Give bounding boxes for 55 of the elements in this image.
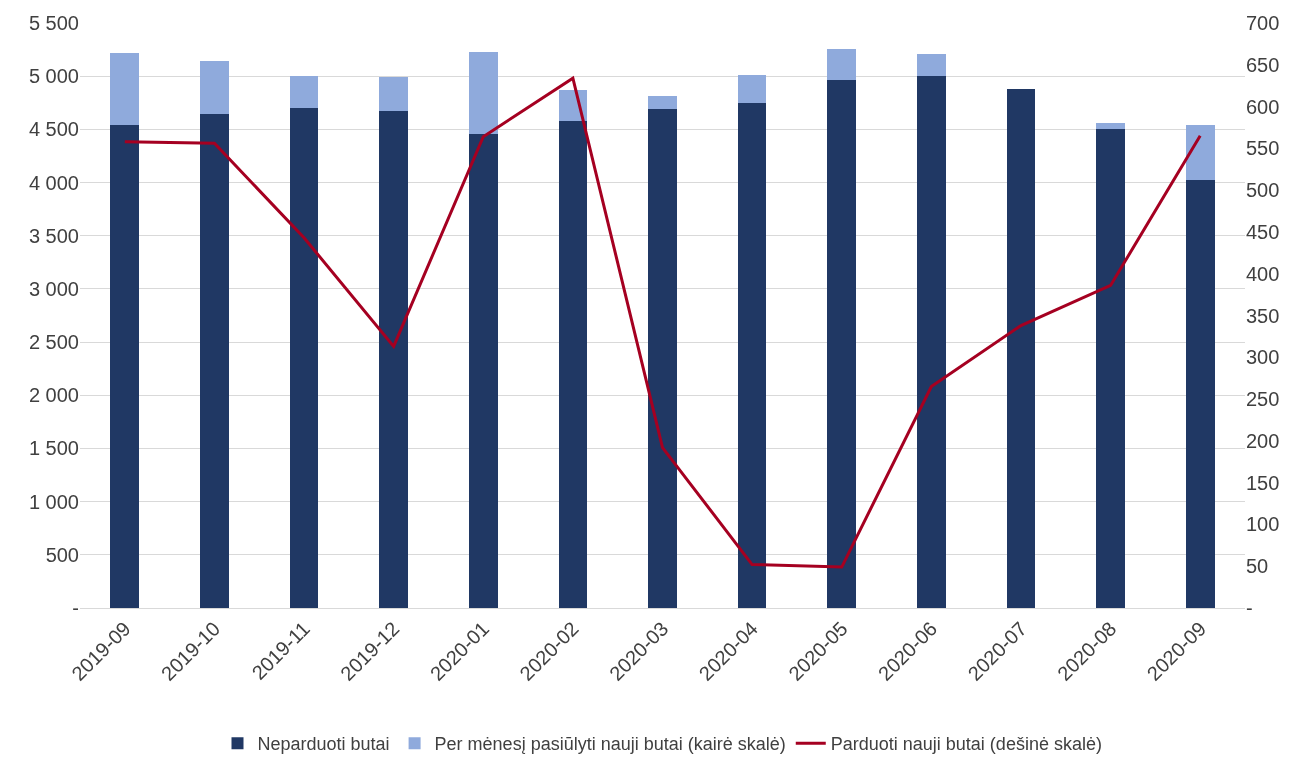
y2-tick-label: 200 (1246, 429, 1280, 452)
bar (737, 75, 767, 103)
legend-label: Neparduoti butai (257, 734, 390, 755)
y-tick-label: 5 500 (28, 12, 79, 34)
y-tick-label: 500 (45, 543, 79, 566)
y2-tick-label: 50 (1246, 555, 1269, 578)
bar (827, 80, 857, 608)
y2-tick-label: 650 (1246, 53, 1280, 76)
y2-tick-label: - (1246, 597, 1253, 619)
bar (648, 109, 677, 608)
bar (110, 125, 140, 608)
bar (1185, 125, 1215, 181)
y-tick-label: 4 500 (28, 118, 79, 141)
y-tick-label: 3 500 (28, 224, 79, 247)
y-tick-label: 2 000 (28, 384, 79, 407)
bar (648, 96, 677, 110)
bar (1096, 122, 1125, 130)
y2-tick-label: 700 (1246, 12, 1280, 34)
bar (1006, 88, 1036, 608)
bar (289, 76, 319, 109)
y-tick-label: - (72, 597, 79, 619)
y2-tick-label: 400 (1246, 262, 1280, 285)
y2-tick-label: 300 (1246, 346, 1280, 369)
y2-tick-label: 600 (1246, 95, 1280, 118)
bar (379, 77, 408, 112)
y-tick-label: 1 000 (28, 490, 79, 513)
bar (1096, 129, 1125, 608)
legend-label: Per mėnesį pasiūlyti nauji butai (kairė skalė) (434, 734, 786, 755)
y2-tick-label: 150 (1246, 471, 1280, 494)
bar (737, 102, 767, 608)
y-tick-label: 3 000 (28, 277, 79, 300)
bar (200, 61, 229, 115)
bar (110, 52, 140, 126)
bar (379, 111, 408, 608)
bar (468, 133, 498, 608)
bar (468, 51, 498, 134)
bar (917, 53, 946, 77)
bar (200, 114, 229, 608)
y-tick-label: 5 000 (28, 65, 79, 88)
bar (558, 120, 588, 608)
y2-tick-label: 500 (1246, 179, 1280, 202)
line-series (123, 76, 1202, 569)
y-tick-label: 1 500 (28, 437, 79, 460)
bar (289, 108, 319, 608)
bar (827, 48, 857, 81)
y2-tick-label: 450 (1246, 220, 1280, 243)
bar (917, 76, 946, 608)
y2-tick-label: 350 (1246, 304, 1280, 327)
y2-tick-label: 550 (1246, 137, 1280, 160)
y-tick-label: 2 500 (28, 331, 79, 354)
y-tick-label: 4 000 (28, 171, 79, 194)
y2-tick-label: 100 (1246, 513, 1280, 536)
bar (1185, 180, 1215, 608)
legend-label: Parduoti nauji butai (dešinė skalė) (830, 734, 1102, 755)
y2-tick-label: 250 (1246, 388, 1280, 411)
